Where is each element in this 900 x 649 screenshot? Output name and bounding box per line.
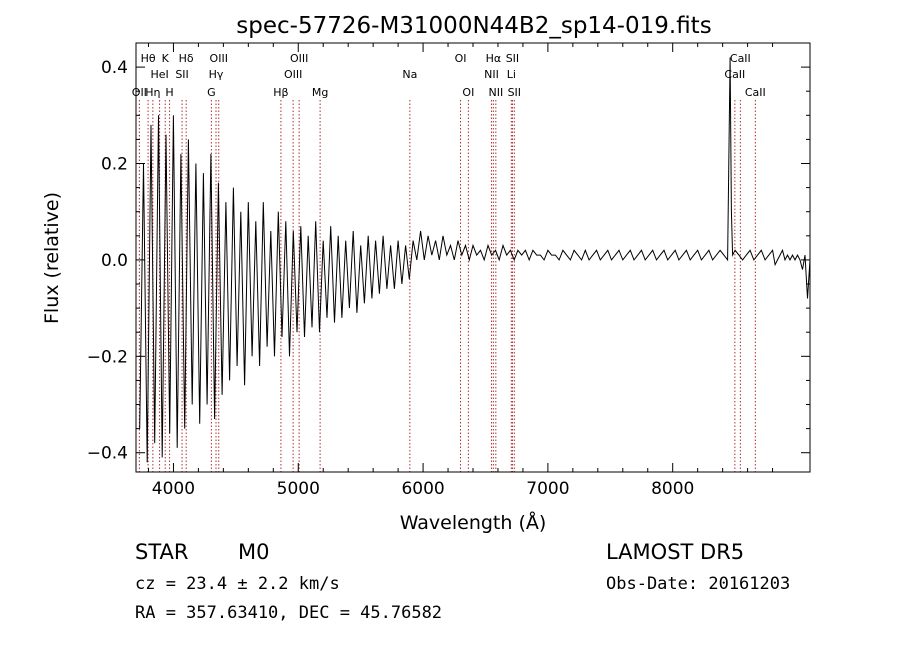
x-tick-label: 7000	[526, 479, 569, 499]
x-axis: 4000 5000 6000 7000 8000	[147, 43, 774, 499]
line-label: Hδ	[179, 52, 194, 65]
line-label: K	[162, 52, 170, 65]
line-label: OIII	[290, 52, 308, 65]
x-tick-label: 5000	[277, 479, 320, 499]
x-tick-label: 8000	[651, 479, 694, 499]
y-tick-label: 0.0	[101, 251, 128, 271]
line-label: Hγ	[209, 68, 224, 81]
y-tick-label: −0.4	[87, 444, 128, 464]
cz-text: cz = 23.4 ± 2.2 km/s	[135, 574, 340, 594]
line-label: CaII	[745, 86, 766, 99]
coords-text: RA = 357.63410, DEC = 45.76582	[135, 603, 443, 623]
line-label: H	[165, 86, 173, 99]
line-label: Hβ	[273, 86, 288, 99]
spectrum-line	[139, 57, 811, 463]
line-label: Mg	[312, 86, 328, 99]
y-tick-label: 0.4	[101, 58, 128, 78]
line-label: G	[207, 86, 216, 99]
chart-title: spec-57726-M31000N44B2_sp14-019.fits	[236, 13, 711, 39]
line-label: SII	[175, 68, 188, 81]
line-label: NII	[488, 86, 503, 99]
subclass-label: M0	[238, 540, 270, 564]
line-label: SII	[508, 86, 521, 99]
x-axis-label: Wavelength (Å)	[400, 511, 547, 534]
obs-date-text: Obs-Date: 20161203	[606, 574, 791, 594]
line-label: Na	[402, 68, 417, 81]
line-label: OI	[462, 86, 474, 99]
x-tick-label: 4000	[152, 479, 195, 499]
line-label: OIII	[210, 52, 228, 65]
line-label: OI	[455, 52, 467, 65]
line-label: CaII	[724, 68, 745, 81]
line-labels: OIIHθHηHeIKHSIIHδGHγOIIIHβOIIIOIIIMgNaOI…	[132, 52, 766, 99]
line-label: CaII	[730, 52, 751, 65]
line-label: Li	[507, 68, 516, 81]
line-label: Hα	[486, 52, 502, 65]
y-axis: −0.4 −0.2 0.0 0.2 0.4	[87, 42, 810, 464]
line-label: Hθ	[141, 52, 156, 65]
survey-label: LAMOST DR5	[606, 540, 745, 564]
x-tick-label: 6000	[401, 479, 444, 499]
plot-frame	[135, 42, 811, 473]
y-tick-label: −0.2	[87, 347, 128, 367]
line-label: Hη	[145, 86, 160, 99]
line-label: NII	[484, 68, 499, 81]
y-axis-label: Flux (relative)	[41, 192, 63, 324]
line-label: OIII	[284, 68, 302, 81]
y-tick-label: 0.2	[101, 155, 128, 175]
line-label: SII	[506, 52, 519, 65]
line-label: HeI	[150, 68, 168, 81]
class-label: STAR	[135, 540, 189, 564]
